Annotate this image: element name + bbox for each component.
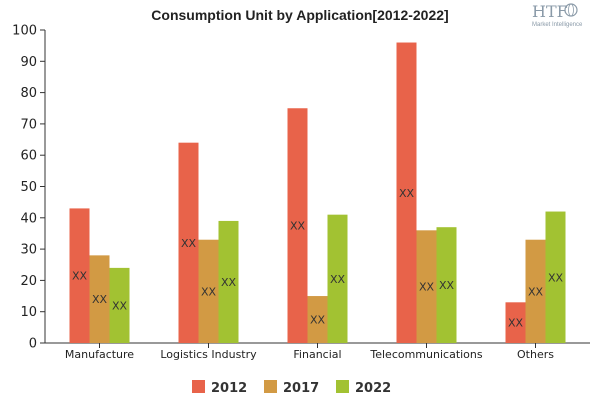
- y-tick-label: 80: [20, 86, 37, 101]
- data-label: XX: [528, 285, 544, 298]
- data-label: XX: [330, 273, 346, 286]
- data-label: XX: [92, 293, 108, 306]
- chart-title: Consumption Unit by Application[2012-202…: [151, 7, 448, 23]
- bar-2012: [505, 302, 526, 343]
- y-tick-label: 10: [20, 305, 37, 320]
- x-tick-label: Logistics Industry: [160, 348, 257, 361]
- logo-subtext: Market Intelligence: [532, 22, 583, 28]
- logo: HTF Market Intelligence: [532, 2, 583, 28]
- x-tick-label: Manufacture: [65, 348, 134, 361]
- y-tick-label: 50: [20, 180, 37, 195]
- legend: 2012 2017 2022: [192, 380, 391, 396]
- bar-2017: [198, 239, 219, 343]
- data-label: XX: [201, 285, 217, 298]
- bar-2012: [178, 142, 199, 343]
- y-tick-label: 90: [20, 55, 37, 70]
- bar-2012: [287, 108, 308, 343]
- globe-meridian: [568, 3, 574, 17]
- bar-2022: [109, 267, 130, 343]
- y-tick-label: 0: [29, 337, 37, 352]
- data-label: XX: [290, 220, 306, 233]
- axes: 0 10 20 30 40 50 60 70 80 90 100 Manufacture Logisti…: [12, 24, 590, 361]
- legend-label: 2012: [211, 381, 247, 396]
- bar-2022: [436, 227, 457, 343]
- x-tick-label: Telecommunications: [369, 348, 483, 361]
- legend-swatch-2017: [264, 380, 277, 393]
- data-label: XX: [181, 237, 197, 250]
- data-label: XX: [548, 271, 564, 284]
- bar-2022: [545, 211, 566, 343]
- bars: [69, 42, 566, 344]
- data-label: XX: [112, 299, 128, 312]
- data-label: XX: [72, 270, 88, 283]
- y-tick-label: 40: [20, 211, 37, 226]
- data-label: XX: [221, 276, 237, 289]
- y-tick-label: 70: [20, 117, 37, 132]
- legend-swatch-2012: [192, 380, 205, 393]
- bar-2012: [69, 208, 90, 343]
- legend-label: 2022: [355, 381, 391, 396]
- bar-2022: [218, 220, 239, 343]
- bar-2017: [89, 255, 110, 343]
- data-label: XX: [399, 187, 415, 200]
- x-tick-label: Financial: [293, 348, 341, 361]
- bar-2017: [525, 239, 546, 343]
- data-label: XX: [419, 281, 435, 294]
- bar-2012: [396, 42, 417, 344]
- y-tick-label: 60: [20, 149, 37, 164]
- y-tick-label: 20: [20, 274, 37, 289]
- data-label: XX: [508, 317, 524, 330]
- x-tick-label: Others: [517, 348, 554, 361]
- data-label: XX: [310, 314, 326, 327]
- legend-swatch-2022: [336, 380, 349, 393]
- y-tick-label: 30: [20, 243, 37, 258]
- y-tick-label: 100: [12, 24, 37, 39]
- bar-2022: [327, 214, 348, 343]
- data-labels: XX XX XX XX XX XX XX XX XX XX XX XX XX XX XX: [72, 187, 564, 330]
- bar-2017: [307, 296, 328, 343]
- logo-text: HTF: [532, 2, 568, 21]
- legend-label: 2017: [283, 381, 319, 396]
- bar-2017: [416, 230, 437, 343]
- data-label: XX: [439, 279, 455, 292]
